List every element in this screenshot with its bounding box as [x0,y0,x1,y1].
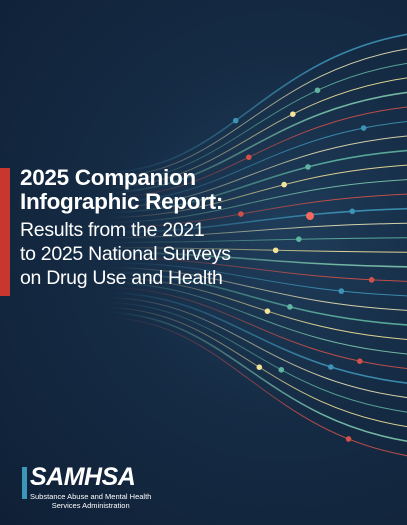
flow-dot [345,436,352,442]
flow-line [99,164,407,219]
title: 2025 Companion Infographic Report: [20,166,223,214]
flow-dot [238,211,244,217]
subtitle: Results from the 2021 to 2025 National S… [20,218,231,290]
flow-line [99,63,407,184]
flow-line [99,316,407,457]
subtitle-line: to 2025 National Surveys [20,243,231,265]
flow-line [99,256,407,282]
flow-dot [338,288,345,294]
flow-line [99,91,407,194]
flow-line [99,179,407,224]
flow-line [99,193,407,229]
flow-dot [272,247,279,254]
flow-dot [245,154,252,161]
logo-mark [22,467,27,499]
flow-line [99,222,407,239]
flow-dot [290,111,296,117]
flow-line [99,286,407,369]
flow-line [99,251,407,268]
flow-line [99,276,407,340]
flow-line [99,296,407,398]
flow-line [99,48,407,179]
flow-dot [264,308,271,314]
flow-line [99,306,407,427]
flow-dot [278,366,285,373]
flow-dot [357,358,363,364]
flow-dot [256,364,263,370]
flow-dot [368,277,375,283]
flow-line [99,291,407,384]
flow-line [99,207,407,234]
flow-line [99,281,407,355]
flow-line [99,261,407,297]
flow-line [99,246,407,253]
flow-line [99,33,407,174]
flow-dot [360,125,367,131]
subtitle-line: on Drug Use and Health [20,267,223,289]
title-line: 2025 Companion [20,165,196,190]
logo-tagline-line: Services Administration [51,501,130,510]
flow-dot [295,236,302,242]
title-line: Infographic Report: [20,189,224,214]
accent-bar [0,168,10,296]
flow-line [99,311,407,442]
flow-line [99,301,407,413]
flow-dot [314,87,321,94]
flow-dot [287,304,293,310]
flow-line [99,135,407,209]
flow-line [99,266,407,311]
flow-line [99,149,407,214]
flow-dot [281,181,287,188]
logo-tagline-line: Substance Abuse and Mental Health [30,492,152,501]
flow-dot [349,208,356,215]
subtitle-line: Results from the 2021 [20,219,205,241]
flow-line [99,237,407,244]
flow-line [99,271,407,326]
flow-dot [232,117,239,124]
flow-dot [305,164,311,170]
glow-dot [306,212,314,220]
flow-line [99,77,407,189]
flow-dot [328,364,334,370]
logo-name: SAMHSA [30,463,136,491]
logo-tagline: Substance Abuse and Mental Health Servic… [30,492,151,510]
